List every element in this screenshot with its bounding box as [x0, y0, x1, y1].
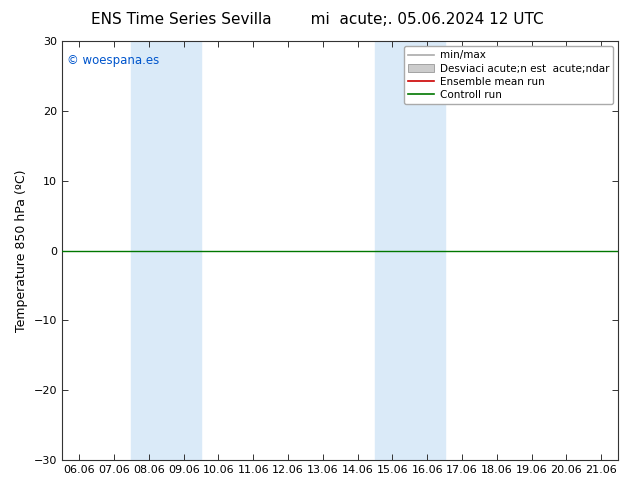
- Legend: min/max, Desviaci acute;n est  acute;ndar, Ensemble mean run, Controll run: min/max, Desviaci acute;n est acute;ndar…: [404, 46, 613, 104]
- Text: ENS Time Series Sevilla        mi  acute;. 05.06.2024 12 UTC: ENS Time Series Sevilla mi acute;. 05.06…: [91, 12, 543, 27]
- Text: © woespana.es: © woespana.es: [67, 53, 160, 67]
- Y-axis label: Temperature 850 hPa (ºC): Temperature 850 hPa (ºC): [15, 170, 28, 332]
- Bar: [375, 41, 444, 460]
- Bar: [131, 41, 201, 460]
